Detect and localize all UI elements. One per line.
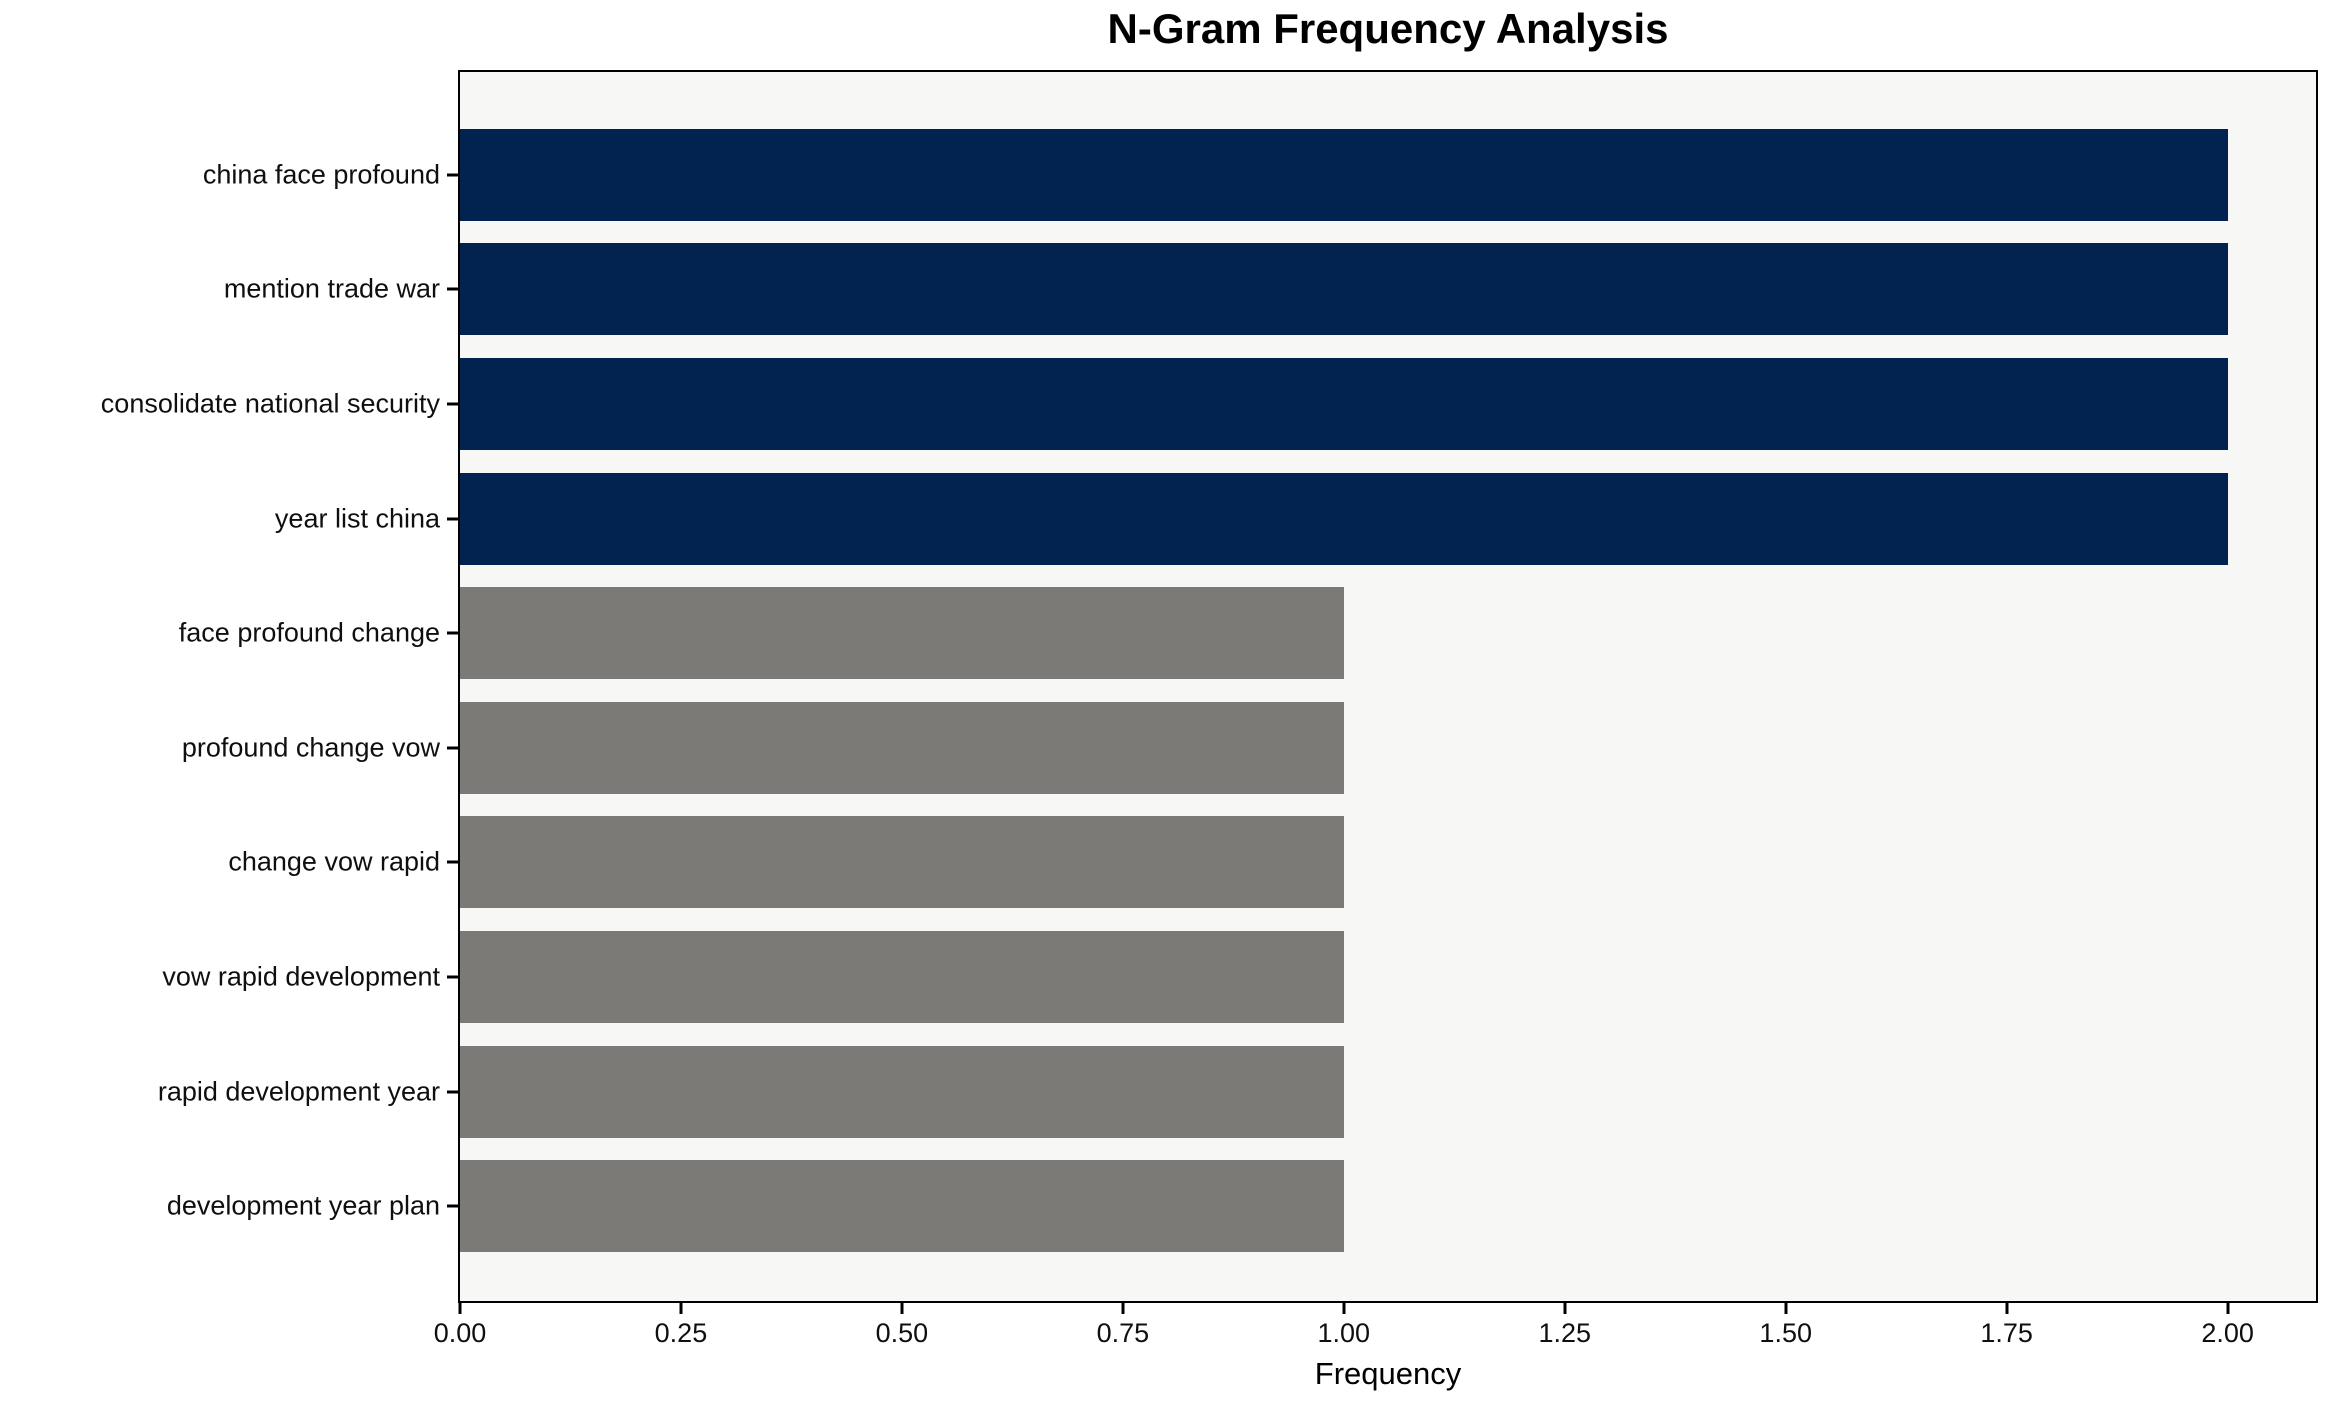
bar: [460, 931, 1344, 1024]
x-tick-mark: [1784, 1303, 1788, 1314]
bar: [460, 472, 2228, 565]
bar: [460, 1045, 1344, 1138]
y-tick-label: rapid development year: [157, 1076, 440, 1107]
x-tick-label: 0.25: [654, 1318, 708, 1348]
y-tick-mark: [447, 517, 458, 521]
y-tick-label: china face profound: [202, 159, 440, 190]
y-tick-mark: [447, 173, 458, 177]
y-tick-label: consolidate national security: [100, 388, 440, 419]
x-tick-label: 1.50: [1759, 1318, 1812, 1348]
x-tick-mark: [679, 1303, 683, 1314]
y-tick-mark: [447, 287, 458, 291]
bar: [460, 701, 1344, 794]
x-tick-label: 0.75: [1096, 1318, 1150, 1348]
bar: [460, 1160, 1344, 1253]
x-tick-mark: [1563, 1303, 1567, 1314]
y-tick-mark: [447, 1204, 458, 1208]
y-tick-label: change vow rapid: [228, 846, 440, 877]
x-tick-label: 1.00: [1317, 1318, 1371, 1348]
y-tick-mark: [447, 631, 458, 635]
x-tick-mark: [1121, 1303, 1125, 1314]
y-tick-label: mention trade war: [223, 273, 440, 304]
bar: [460, 587, 1344, 680]
x-tick-mark: [900, 1303, 904, 1314]
y-tick-mark: [447, 975, 458, 979]
bar: [460, 357, 2228, 450]
chart-title: N-Gram Frequency Analysis: [1107, 5, 1669, 52]
y-tick-label: year list china: [274, 503, 440, 534]
bar: [460, 816, 1344, 909]
x-tick-label: 1.75: [1980, 1318, 2033, 1348]
y-tick-label: vow rapid development: [162, 961, 440, 992]
x-tick-mark: [2226, 1303, 2230, 1314]
x-axis-label: Frequency: [1314, 1356, 1462, 1391]
x-tick-mark: [2005, 1303, 2009, 1314]
y-tick-mark: [447, 402, 458, 406]
x-tick-mark: [458, 1303, 462, 1314]
x-tick-label: 1.25: [1538, 1318, 1592, 1348]
y-tick-mark: [447, 1090, 458, 1094]
y-tick-mark: [447, 746, 458, 750]
y-tick-mark: [447, 860, 458, 864]
y-tick-label: face profound change: [178, 617, 440, 648]
x-tick-label: 0.50: [875, 1318, 929, 1348]
plot-area: china face profound mention trade war cons…: [101, 70, 2318, 1347]
bar: [460, 128, 2228, 221]
y-tick-label: profound change vow: [181, 732, 440, 763]
bar: [460, 243, 2228, 336]
x-tick-mark: [1342, 1303, 1346, 1314]
x-tick-label: 2.00: [2201, 1318, 2254, 1348]
y-tick-label: development year plan: [166, 1190, 440, 1221]
x-tick-label: 0.00: [433, 1318, 487, 1348]
